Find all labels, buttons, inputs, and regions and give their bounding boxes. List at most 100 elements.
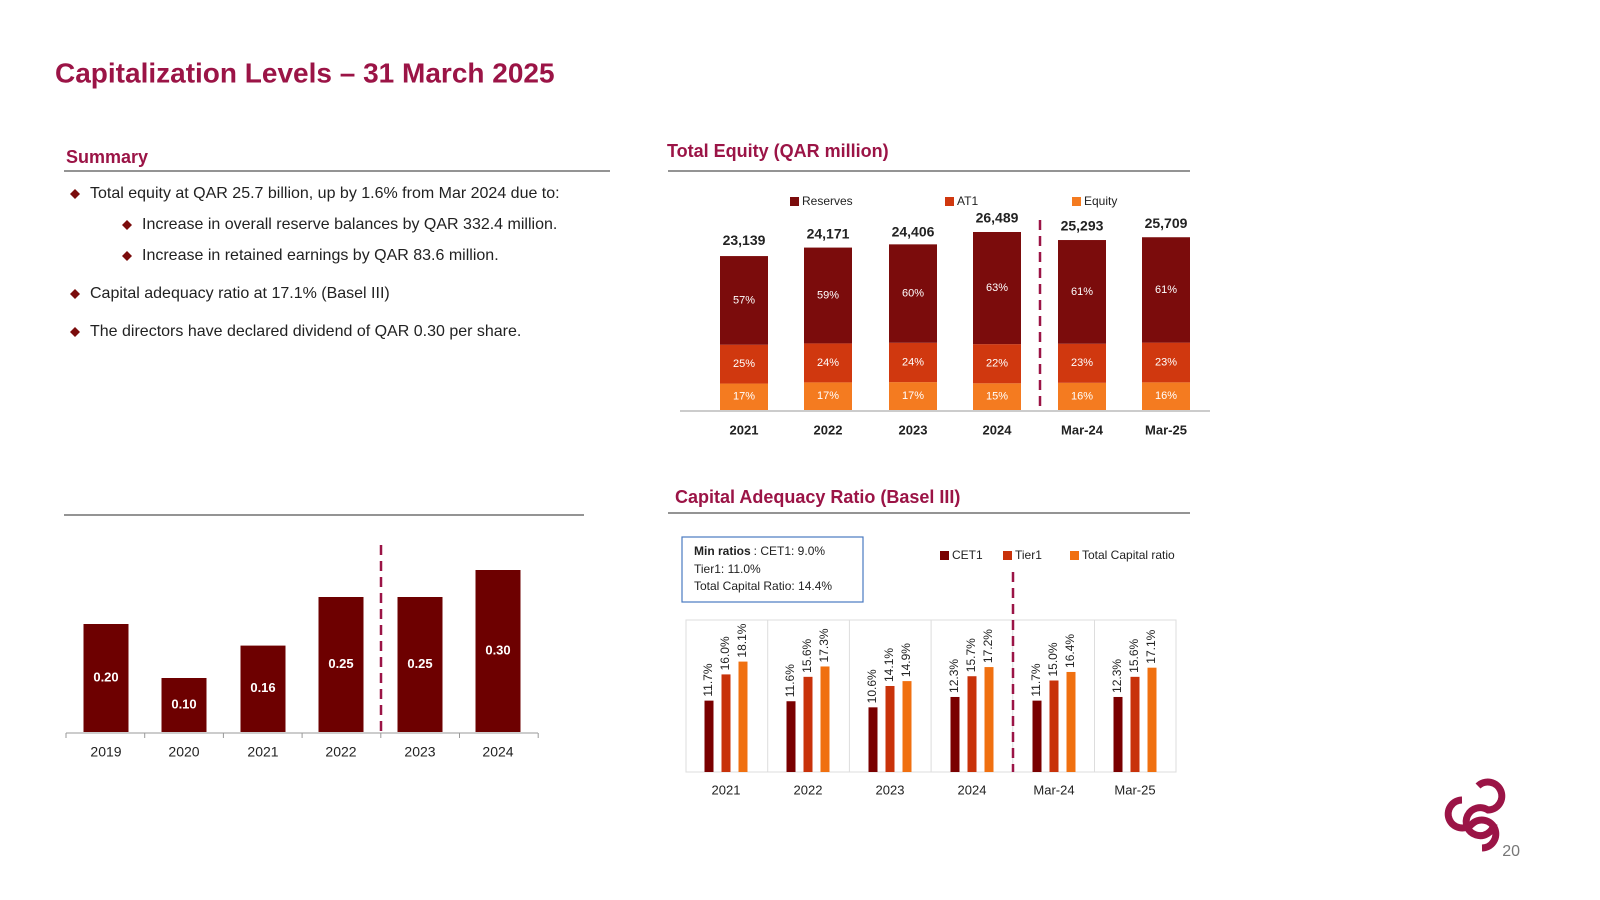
value-label: 11.7% (1029, 663, 1043, 696)
annotation-text: Min ratios: CET1: 9.0% (694, 544, 825, 558)
bullet-text: Capital adequacy ratio at 17.1% (Basel I… (90, 285, 390, 302)
x-tick-label: 2021 (730, 422, 759, 437)
total-label: 23,139 (723, 232, 766, 248)
legend-swatch (1070, 551, 1079, 560)
segment-label: 23% (1155, 356, 1177, 368)
segment-label: 59% (817, 289, 839, 301)
bar (902, 681, 912, 772)
x-tick-label: 2024 (958, 782, 987, 797)
x-tick-label: 2023 (876, 782, 905, 797)
segment-label: 60% (902, 287, 924, 299)
bar-segment (1058, 343, 1106, 383)
segment-label: 17% (902, 390, 924, 402)
legend-label: CET1 (952, 548, 983, 562)
bar-segment (973, 383, 1021, 410)
x-tick-label: 2024 (983, 422, 1013, 437)
bar-segment (720, 256, 768, 345)
total-label: 26,489 (976, 210, 1019, 226)
chart-title: Total Equity (QAR million) (667, 141, 889, 161)
bar-segment (720, 344, 768, 384)
segment-label: 61% (1155, 284, 1177, 296)
x-tick-label: 2023 (899, 422, 928, 437)
bar (1032, 700, 1042, 772)
bar (83, 624, 129, 732)
x-tick-label: 2022 (325, 744, 356, 760)
value-label: 15.0% (1046, 642, 1060, 676)
value-label: 0.20 (93, 669, 118, 684)
bar (1049, 680, 1059, 772)
value-label: 15.7% (964, 638, 978, 672)
bar (240, 645, 286, 732)
segment-label: 63% (986, 282, 1008, 294)
sub-bullet-text: Increase in retained earnings by QAR 83.… (142, 247, 499, 264)
legend-swatch (945, 197, 954, 206)
legend-label: Reserves (802, 194, 853, 208)
annotation-label: Min ratios (694, 544, 751, 558)
chart-title: Capital Adequacy Ratio (Basel III) (675, 487, 960, 507)
bar-segment (889, 244, 937, 343)
bar-segment (1058, 382, 1106, 410)
bar (885, 685, 895, 772)
segment-label: 15% (986, 391, 1008, 403)
bar (161, 678, 207, 732)
x-tick-label: Mar-25 (1114, 782, 1155, 797)
x-tick-label: Mar-24 (1033, 782, 1074, 797)
bar (738, 661, 748, 772)
x-tick-label: 2020 (168, 744, 199, 760)
x-tick-label: 2019 (90, 744, 121, 760)
total-label: 24,171 (807, 225, 850, 241)
bar-segment (720, 383, 768, 410)
bar (868, 707, 878, 772)
segment-label: 17% (733, 391, 755, 403)
x-tick-label: 2023 (404, 744, 435, 760)
segment-label: 16% (1155, 390, 1177, 402)
value-label: 10.6% (865, 669, 879, 703)
annotation-text: Total Capital Ratio: 14.4% (694, 579, 832, 593)
bullet-marker (122, 220, 132, 230)
bar (967, 676, 977, 772)
legend-swatch (1072, 197, 1081, 206)
legend-swatch (1003, 551, 1012, 560)
value-label: 17.2% (981, 629, 995, 663)
x-tick-label: 2021 (247, 744, 278, 760)
value-label: 11.7% (701, 663, 715, 696)
legend-swatch (940, 551, 949, 560)
bar (721, 674, 731, 772)
bar-segment (889, 382, 937, 410)
value-label: 12.3% (1110, 659, 1124, 693)
x-tick-label: Mar-25 (1145, 422, 1187, 437)
bar-segment (889, 342, 937, 383)
summary-heading: Summary (66, 147, 148, 167)
value-label: 17.1% (1144, 629, 1158, 663)
bar-segment (973, 344, 1021, 384)
slide-title: Capitalization Levels – 31 March 2025 (55, 57, 555, 88)
total-label: 25,709 (1145, 215, 1188, 231)
legend-label: Tier1 (1015, 548, 1042, 562)
segment-label: 24% (902, 356, 924, 368)
x-tick-label: 2021 (712, 782, 741, 797)
segment-label: 61% (1071, 286, 1093, 298)
bar-segment (1142, 382, 1190, 410)
bar (1113, 696, 1123, 772)
legend-label: AT1 (957, 194, 978, 208)
bar-segment (973, 232, 1021, 345)
bar (1130, 676, 1140, 772)
x-tick-label: 2024 (482, 744, 513, 760)
bar-segment (1142, 342, 1190, 383)
value-label: 0.10 (171, 696, 196, 711)
bar-segment (1058, 240, 1106, 344)
bar (318, 597, 364, 732)
logo (1444, 778, 1506, 852)
segment-label: 17% (817, 390, 839, 402)
value-label: 15.6% (800, 638, 814, 672)
bar (397, 597, 443, 732)
bullet-marker (122, 251, 132, 261)
bar (704, 700, 714, 772)
value-label: 17.3% (817, 628, 831, 662)
value-label: 0.25 (407, 656, 432, 671)
value-label: 14.9% (899, 643, 913, 677)
value-label: 16.0% (718, 636, 732, 670)
x-tick-label: 2022 (794, 782, 823, 797)
sub-bullet-text: Increase in overall reserve balances by … (142, 216, 557, 233)
